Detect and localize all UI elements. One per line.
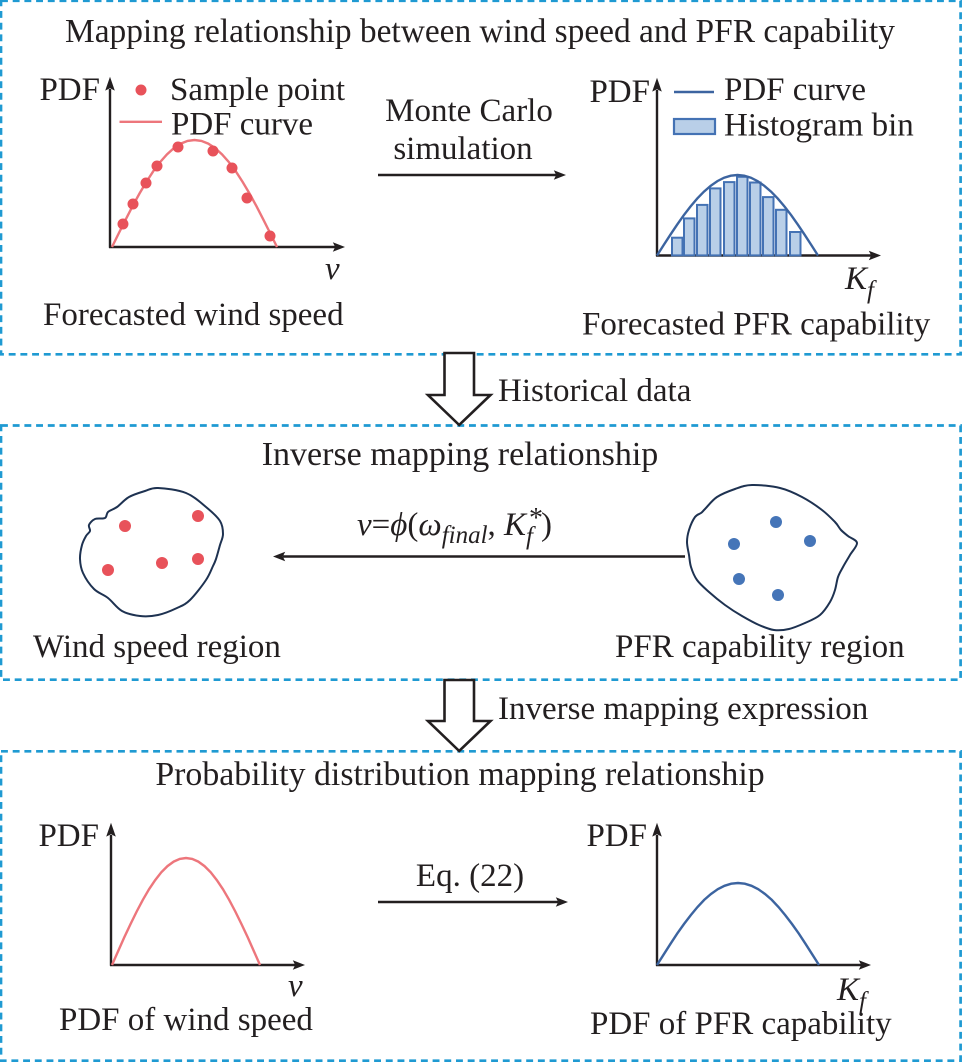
svg-text:PFR capability region: PFR capability region — [615, 629, 905, 665]
svg-text:Forecasted wind speed: Forecasted wind speed — [43, 297, 344, 333]
svg-text:simulation: simulation — [393, 131, 532, 167]
svg-text:Histogram bin: Histogram bin — [724, 108, 914, 144]
svg-text:Mapping relationship between w: Mapping relationship between wind speed … — [65, 13, 895, 50]
svg-text:v: v — [325, 251, 340, 287]
svg-text:Inverse mapping relationship: Inverse mapping relationship — [262, 436, 659, 473]
svg-text:Sample point: Sample point — [170, 72, 345, 108]
svg-text:Eq. (22): Eq. (22) — [416, 858, 524, 894]
svg-text:PDF curve: PDF curve — [724, 72, 866, 108]
svg-text:Wind speed region: Wind speed region — [33, 629, 281, 665]
svg-text:PDF curve: PDF curve — [171, 107, 313, 143]
svg-text:PDF: PDF — [38, 818, 99, 854]
svg-text:PDF of wind speed: PDF of wind speed — [59, 1002, 313, 1038]
svg-text:Probability distribution mappi: Probability distribution mapping relatio… — [155, 756, 764, 793]
svg-text:Monte Carlo: Monte Carlo — [385, 93, 553, 129]
svg-text:PDF: PDF — [589, 74, 650, 110]
svg-text:PDF: PDF — [39, 72, 100, 108]
svg-text:v=ϕ(ωfinal, Kf*): v=ϕ(ωfinal, Kf*) — [357, 503, 552, 550]
svg-text:Historical data: Historical data — [498, 373, 692, 409]
svg-text:PDF: PDF — [586, 818, 647, 854]
svg-text:v: v — [288, 968, 303, 1004]
svg-text:Inverse mapping expression: Inverse mapping expression — [498, 691, 868, 727]
svg-text:PDF of PFR capability: PDF of PFR capability — [590, 1006, 892, 1042]
svg-text:Forecasted PFR capability: Forecasted PFR capability — [582, 307, 931, 343]
